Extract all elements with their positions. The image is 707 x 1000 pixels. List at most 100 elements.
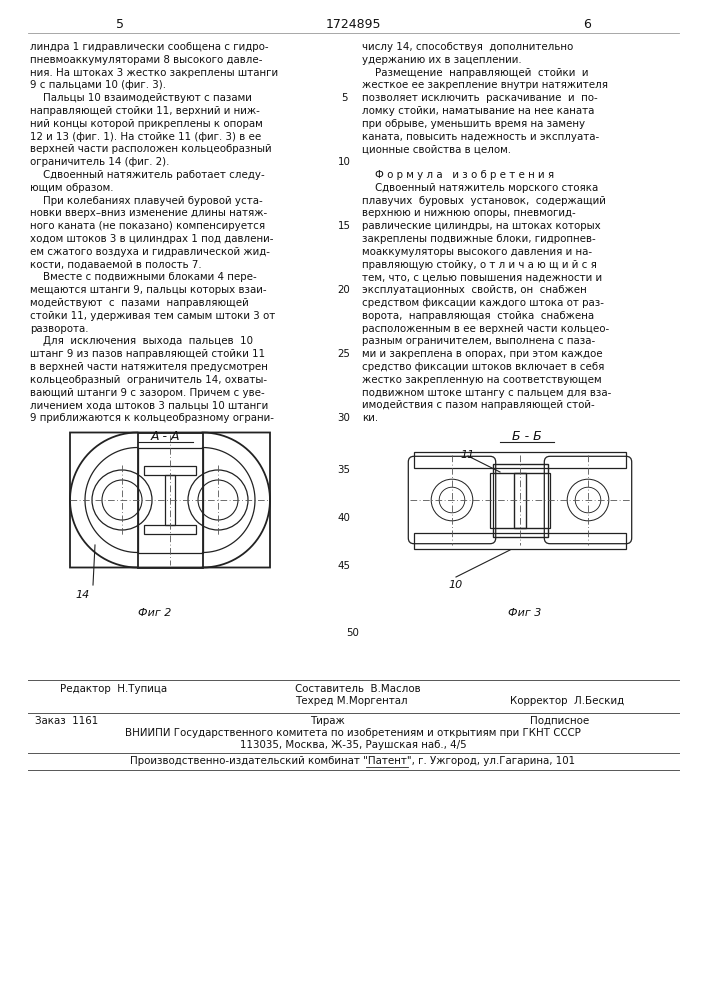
Text: Редактор  Н.Тупица: Редактор Н.Тупица [60, 684, 167, 694]
Text: ходом штоков 3 в цилиндрах 1 под давлени-: ходом штоков 3 в цилиндрах 1 под давлени… [30, 234, 274, 244]
Text: модействуют  с  пазами  направляющей: модействуют с пазами направляющей [30, 298, 249, 308]
Text: 12 и 13 (фиг. 1). На стойке 11 (фиг. 3) в ее: 12 и 13 (фиг. 1). На стойке 11 (фиг. 3) … [30, 132, 262, 142]
Text: 6: 6 [583, 18, 591, 31]
Text: удержанию их в зацеплении.: удержанию их в зацеплении. [362, 55, 522, 65]
Text: 9 приближаются к кольцеобразному ограни-: 9 приближаются к кольцеобразному ограни- [30, 413, 274, 423]
Text: Фиг 3: Фиг 3 [508, 608, 542, 618]
Text: Техред М.Моргентал: Техред М.Моргентал [295, 696, 408, 706]
Text: верхнюю и нижнюю опоры, пневмогид-: верхнюю и нижнюю опоры, пневмогид- [362, 208, 575, 218]
Bar [493, 464, 547, 473]
Text: линдра 1 гидравлически сообщена с гидро-: линдра 1 гидравлически сообщена с гидро- [30, 42, 269, 52]
Text: пневмоаккумуляторами 8 высокого давле-: пневмоаккумуляторами 8 высокого давле- [30, 55, 262, 65]
Bar [493, 528, 547, 536]
Text: Тираж: Тираж [310, 716, 345, 726]
Text: Размещение  направляющей  стойки  и: Размещение направляющей стойки и [362, 68, 588, 78]
Text: ворота,  направляющая  стойка  снабжена: ворота, направляющая стойка снабжена [362, 311, 594, 321]
Text: ки.: ки. [362, 413, 378, 423]
Text: ем сжатого воздуха и гидравлической жид-: ем сжатого воздуха и гидравлической жид- [30, 247, 270, 257]
Text: 5: 5 [116, 18, 124, 31]
Text: Сдвоенный натяжитель морского стояка: Сдвоенный натяжитель морского стояка [362, 183, 598, 193]
Text: стойки 11, удерживая тем самым штоки 3 от: стойки 11, удерживая тем самым штоки 3 о… [30, 311, 275, 321]
Bar [514, 473, 526, 528]
Text: Фиг 2: Фиг 2 [139, 608, 172, 618]
Bar [144, 466, 196, 475]
Text: Составитель  В.Маслов: Составитель В.Маслов [295, 684, 421, 694]
Text: жестко закрепленную на соответствующем: жестко закрепленную на соответствующем [362, 375, 602, 385]
Text: ВНИИПИ Государственного комитета по изобретениям и открытиям при ГКНТ СССР: ВНИИПИ Государственного комитета по изоб… [125, 728, 581, 738]
Text: при обрыве, уменьшить время на замену: при обрыве, уменьшить время на замену [362, 119, 585, 129]
Bar [414, 532, 626, 548]
Text: 9 с пальцами 10 (фиг. 3).: 9 с пальцами 10 (фиг. 3). [30, 80, 166, 90]
Text: направляющей стойки 11, верхний и ниж-: направляющей стойки 11, верхний и ниж- [30, 106, 260, 116]
Text: равлические цилиндры, на штоках которых: равлические цилиндры, на штоках которых [362, 221, 601, 231]
Text: 5: 5 [341, 93, 347, 103]
Bar [165, 475, 175, 525]
Text: 25: 25 [337, 349, 351, 359]
Text: ми и закреплена в опорах, при этом каждое: ми и закреплена в опорах, при этом каждо… [362, 349, 602, 359]
Text: А - А: А - А [151, 430, 180, 443]
Text: подвижном штоке штангу с пальцем для вза-: подвижном штоке штангу с пальцем для вза… [362, 388, 612, 398]
Text: закреплены подвижные блоки, гидропнев-: закреплены подвижные блоки, гидропнев- [362, 234, 596, 244]
Text: Корректор  Л.Бескид: Корректор Л.Бескид [510, 696, 624, 706]
Text: 14: 14 [75, 590, 89, 600]
Text: 45: 45 [337, 561, 351, 571]
Text: имодействия с пазом направляющей стой-: имодействия с пазом направляющей стой- [362, 400, 595, 410]
Text: тем, что, с целью повышения надежности и: тем, что, с целью повышения надежности и [362, 272, 602, 282]
Text: правляющую стойку, о т л и ч а ю щ и й с я: правляющую стойку, о т л и ч а ю щ и й с… [362, 260, 597, 270]
Text: верхней части расположен кольцеобразный: верхней части расположен кольцеобразный [30, 144, 271, 154]
Text: 40: 40 [337, 513, 351, 523]
Text: Заказ  1161: Заказ 1161 [35, 716, 98, 726]
Text: Для  исключения  выхода  пальцев  10: Для исключения выхода пальцев 10 [30, 336, 253, 346]
Text: Подписное: Подписное [530, 716, 589, 726]
Text: 20: 20 [338, 285, 351, 295]
Text: в верхней части натяжителя предусмотрен: в верхней части натяжителя предусмотрен [30, 362, 268, 372]
Text: числу 14, способствуя  дополнительно: числу 14, способствуя дополнительно [362, 42, 573, 52]
Bar [144, 525, 196, 534]
Text: 15: 15 [337, 221, 351, 231]
Text: позволяет исключить  раскачивание  и  по-: позволяет исключить раскачивание и по- [362, 93, 597, 103]
Text: разворота.: разворота. [30, 324, 88, 334]
Bar [137, 448, 202, 552]
Text: ний концы которой прикреплены к опорам: ний концы которой прикреплены к опорам [30, 119, 263, 129]
Text: 50: 50 [346, 628, 359, 638]
Text: Вместе с подвижными блоками 4 пере-: Вместе с подвижными блоками 4 пере- [30, 272, 257, 282]
Bar [547, 473, 550, 528]
Text: 10: 10 [448, 580, 462, 590]
Text: Сдвоенный натяжитель работает следу-: Сдвоенный натяжитель работает следу- [30, 170, 264, 180]
Text: вающий штанги 9 с зазором. Причем с уве-: вающий штанги 9 с зазором. Причем с уве- [30, 388, 264, 398]
Text: 1724895: 1724895 [325, 18, 381, 31]
Text: ограничитель 14 (фиг. 2).: ограничитель 14 (фиг. 2). [30, 157, 170, 167]
Text: эксплуатационных  свойств, он  снабжен: эксплуатационных свойств, он снабжен [362, 285, 587, 295]
Text: штанг 9 из пазов направляющей стойки 11: штанг 9 из пазов направляющей стойки 11 [30, 349, 265, 359]
Text: средство фиксации штоков включает в себя: средство фиксации штоков включает в себя [362, 362, 604, 372]
Text: каната, повысить надежность и эксплуата-: каната, повысить надежность и эксплуата- [362, 132, 600, 142]
Text: При колебаниях плавучей буровой уста-: При колебаниях плавучей буровой уста- [30, 196, 263, 206]
Text: 35: 35 [337, 465, 351, 475]
Text: Производственно-издательский комбинат "Патент", г. Ужгород, ул.Гагарина, 101: Производственно-издательский комбинат "П… [130, 756, 575, 766]
Text: 11: 11 [460, 450, 474, 460]
Text: ного каната (не показано) компенсируется: ного каната (не показано) компенсируется [30, 221, 265, 231]
Text: расположенным в ее верхней части кольцео-: расположенным в ее верхней части кольцео… [362, 324, 609, 334]
Text: Ф о р м у л а   и з о б р е т е н и я: Ф о р м у л а и з о б р е т е н и я [362, 170, 554, 180]
Text: новки вверх–вниз изменение длины натяж-: новки вверх–вниз изменение длины натяж- [30, 208, 267, 218]
Bar [137, 432, 202, 568]
Text: Пальцы 10 взаимодействуют с пазами: Пальцы 10 взаимодействуют с пазами [30, 93, 252, 103]
Text: ющим образом.: ющим образом. [30, 183, 114, 193]
Text: кольцеобразный  ограничитель 14, охваты-: кольцеобразный ограничитель 14, охваты- [30, 375, 267, 385]
Text: средством фиксации каждого штока от раз-: средством фиксации каждого штока от раз- [362, 298, 604, 308]
Text: плавучих  буровых  установок,  содержащий: плавучих буровых установок, содержащий [362, 196, 606, 206]
Text: 10: 10 [337, 157, 351, 167]
Text: личением хода штоков 3 пальцы 10 штанги: личением хода штоков 3 пальцы 10 штанги [30, 400, 268, 410]
Bar [490, 473, 493, 528]
Text: жесткое ее закрепление внутри натяжителя: жесткое ее закрепление внутри натяжителя [362, 80, 608, 90]
Text: ломку стойки, наматывание на нее каната: ломку стойки, наматывание на нее каната [362, 106, 595, 116]
Bar [414, 452, 626, 468]
Text: ционные свойства в целом.: ционные свойства в целом. [362, 144, 511, 154]
Text: ния. На штоках 3 жестко закреплены штанги: ния. На штоках 3 жестко закреплены штанг… [30, 68, 278, 78]
Text: кости, подаваемой в полость 7.: кости, подаваемой в полость 7. [30, 260, 201, 270]
Text: 113035, Москва, Ж-35, Раушская наб., 4/5: 113035, Москва, Ж-35, Раушская наб., 4/5 [240, 740, 467, 750]
Text: Б - Б: Б - Б [512, 430, 542, 443]
Text: разным ограничителем, выполнена с паза-: разным ограничителем, выполнена с паза- [362, 336, 595, 346]
Text: мещаются штанги 9, пальцы которых взаи-: мещаются штанги 9, пальцы которых взаи- [30, 285, 267, 295]
Text: 30: 30 [337, 413, 351, 423]
